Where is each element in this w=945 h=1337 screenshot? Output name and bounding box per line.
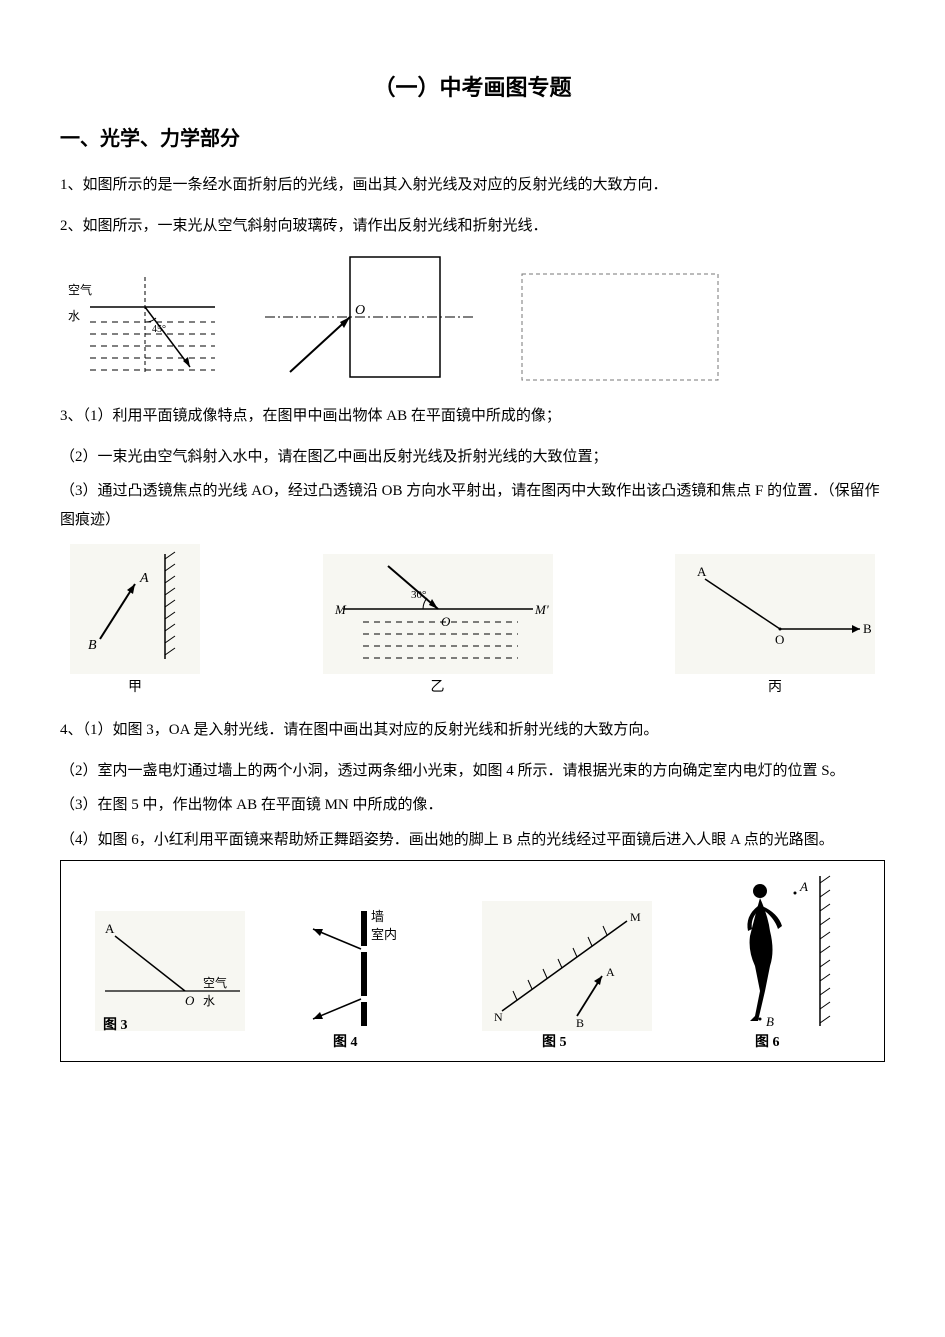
label-air: 空气 <box>68 282 92 297</box>
caption-fig4: 图 4 <box>333 1034 358 1050</box>
caption-fig3: 图 3 <box>103 1017 128 1033</box>
label-wall: 墙 <box>371 909 384 924</box>
question-2: 2、如图所示，一束光从空气斜射向玻璃砖，请作出反射光线和折射光线． <box>60 212 885 241</box>
label-O: O <box>355 303 365 318</box>
question-4-3: （3）在图 5 中，作出物体 AB 在平面镜 MN 中所成的像． <box>60 791 885 820</box>
label-B-5: B <box>576 1016 584 1030</box>
label-A-3: A <box>105 921 115 936</box>
figure-jia: A B 甲 <box>70 544 200 696</box>
angle-30: 30° <box>411 589 426 601</box>
label-yi: 乙 <box>323 676 553 696</box>
angle-45: 45° <box>152 324 166 335</box>
label-water: 水 <box>68 309 80 323</box>
question-3-1: 3、（1）利用平面镜成像特点，在图甲中画出物体 AB 在平面镜中所成的像； <box>60 402 885 431</box>
label-jia: 甲 <box>70 676 200 696</box>
figure-row-2: A B 甲 M M' O 30° 乙 <box>60 544 885 696</box>
figure-q2: O <box>260 252 480 382</box>
label-Mp: M' <box>534 602 549 617</box>
label-B-6: B <box>766 1014 774 1029</box>
label-O-yi: O <box>441 614 451 629</box>
label-air-3: 空气 <box>203 975 227 990</box>
figure-row-1: 空气 水 45° <box>60 252 885 382</box>
question-3-3: （3）通过凸透镜焦点的光线 AO，经过凸透镜沿 OB 方向水平射出，请在图丙中大… <box>60 477 885 534</box>
label-indoor: 室内 <box>371 927 397 942</box>
label-A-6: A <box>799 879 808 894</box>
question-1: 1、如图所示的是一条经水面折射后的光线，画出其入射光线及对应的反射光线的大致方向… <box>60 171 885 200</box>
page-title: （一）中考画图专题 <box>60 70 885 102</box>
figure-bing: A B O 丙 <box>675 554 875 696</box>
section-heading: 一、光学、力学部分 <box>60 122 885 151</box>
label-A-5: A <box>606 965 615 979</box>
figure-yi: M M' O 30° 乙 <box>323 554 553 696</box>
label-M-5: M <box>630 910 641 924</box>
label-B: B <box>88 638 97 653</box>
caption-fig5: 图 5 <box>542 1034 567 1050</box>
label-B-bing: B <box>863 621 872 636</box>
figure-q1: 空气 水 45° <box>60 272 220 382</box>
label-O-3: O <box>185 993 195 1008</box>
label-water-3: 水 <box>203 994 215 1008</box>
label-A-bing: A <box>697 564 707 579</box>
caption-fig6: 图 6 <box>755 1034 780 1050</box>
question-3-2: （2）一束光由空气斜射入水中，请在图乙中画出反射光线及折射光线的大致位置； <box>60 443 885 472</box>
figure-3: 空气 水 A O 图 3 <box>95 911 245 1051</box>
figure-row-3: 空气 水 A O 图 3 墙 室内 图 4 <box>60 860 885 1062</box>
question-4-2: （2）室内一盏电灯通过墙上的两个小洞，透过两条细小光束，如图 4 所示．请根据光… <box>60 757 885 786</box>
figure-blank-box <box>520 272 720 382</box>
label-O-bing: O <box>775 632 784 647</box>
label-bing: 丙 <box>675 676 875 696</box>
figure-6: A B 图 6 <box>700 871 850 1051</box>
figure-4: 墙 室内 图 4 <box>293 901 433 1051</box>
label-A: A <box>139 571 149 586</box>
question-4-1: 4、（1）如图 3，OA 是入射光线．请在图中画出其对应的反射光线和折射光线的大… <box>60 716 885 745</box>
question-4-4: （4）如图 6，小红利用平面镜来帮助矫正舞蹈姿势．画出她的脚上 B 点的光线经过… <box>60 826 885 855</box>
label-N: N <box>494 1010 503 1024</box>
figure-5: N M A B 图 5 <box>482 901 652 1051</box>
label-M: M <box>334 602 347 617</box>
